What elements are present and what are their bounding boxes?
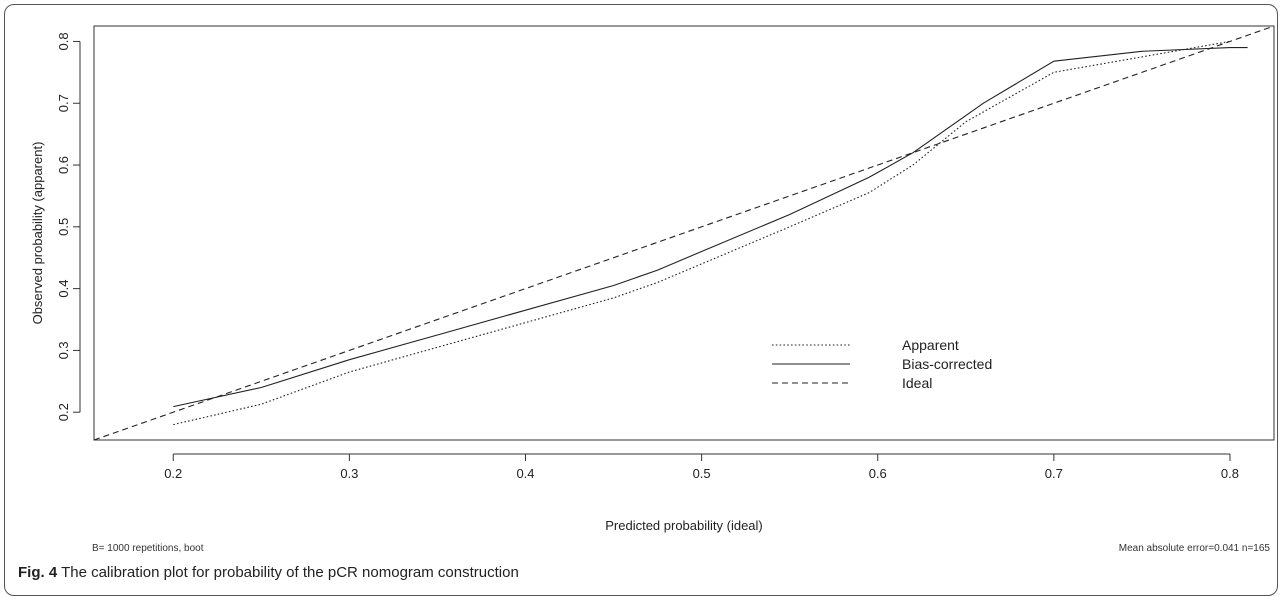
x-tick-label: 0.3: [340, 466, 358, 481]
plot-area: [93, 25, 1275, 441]
x-tick-label: 0.5: [693, 466, 711, 481]
y-tick-label: 0.4: [56, 280, 71, 298]
x-tick-label: 0.6: [869, 466, 887, 481]
y-tick-label: 0.5: [56, 218, 71, 236]
x-tick-label: 0.4: [516, 466, 534, 481]
caption-text: The calibration plot for probability of …: [57, 564, 519, 581]
calibration-chart: 0.2 0.3 0.4 0.5 0.6 0.7 0.8 0.2 0.3 0.4 0.5 0.6 0.7…: [30, 25, 1275, 554]
figure-label: Fig. 4: [18, 564, 58, 581]
x-tick-label: 0.8: [1221, 466, 1239, 481]
mean-error-note: Mean absolute error=0.041 n=165: [1119, 543, 1271, 554]
repetitions-note: B= 1000 repetitions, boot: [92, 543, 204, 554]
series-line-apparent: [173, 40, 1231, 426]
figure-caption: Fig. 4 The calibration plot for probabil…: [18, 564, 519, 581]
x-tick-label: 0.7: [1045, 466, 1063, 481]
y-tick-label: 0.6: [56, 156, 71, 174]
legend: Apparent Bias-corrected Ideal: [772, 337, 992, 391]
legend-label-ideal: Ideal: [902, 375, 932, 391]
figure-frame: [4, 4, 1278, 596]
y-tick-label: 0.2: [56, 403, 71, 421]
y-tick-label: 0.8: [56, 32, 71, 50]
legend-label-bias-corrected: Bias-corrected: [902, 356, 992, 372]
series-layer: [93, 25, 1275, 441]
x-tick-label: 0.2: [164, 466, 182, 481]
y-tick-label: 0.3: [56, 341, 71, 359]
x-axis-title: Predicted probability (ideal): [605, 518, 763, 533]
y-tick-label: 0.7: [56, 94, 71, 112]
series-line-ideal: [93, 25, 1275, 441]
y-axis: 0.2 0.3 0.4 0.5 0.6 0.7 0.8: [56, 32, 81, 421]
y-axis-title: Observed probability (apparent): [30, 142, 45, 325]
x-axis: 0.2 0.3 0.4 0.5 0.6 0.7 0.8: [164, 453, 1239, 481]
legend-label-apparent: Apparent: [902, 337, 959, 353]
series-line-bias-corrected: [173, 47, 1248, 408]
